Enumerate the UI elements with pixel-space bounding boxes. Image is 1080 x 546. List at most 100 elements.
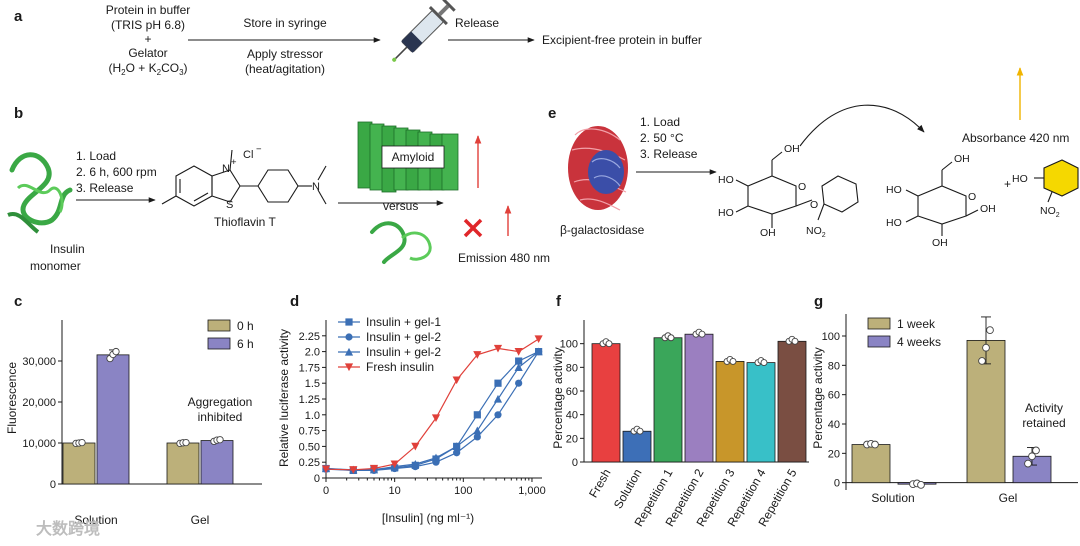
insulin-label-2: monomer	[30, 259, 81, 273]
panel-c-legend-0h-swatch	[207, 319, 231, 332]
panel-f-ylabel: Percentage activity	[551, 347, 565, 448]
panel-e-curved-arrow	[799, 104, 925, 147]
onpg-structure	[735, 151, 859, 228]
panel-d-xlabel: [Insulin] (ng ml⁻¹)	[382, 511, 474, 525]
panel-c-ytick-label: 20,000	[22, 397, 56, 409]
thioflavin-cl: Cl	[243, 149, 253, 161]
panel-g-point	[917, 481, 925, 489]
gal-oh-bottom: OH	[932, 237, 948, 249]
onpg-oh-top: OH	[784, 143, 800, 155]
panel-c-xtick-gel: Gel	[191, 513, 210, 527]
panel-f-ytick-label: 0	[572, 457, 578, 469]
panel-c-label: c	[14, 293, 22, 310]
gal-ho-1: HO	[886, 184, 902, 196]
panel-g-plot: 0 20 40 60 80 100	[822, 314, 1078, 490]
nitrophenol-ring	[1043, 159, 1079, 197]
panel-f-point	[605, 340, 613, 348]
onpg-ho-1: HO	[718, 174, 734, 186]
panel-d-point	[473, 426, 482, 435]
panel-e-step-2: 2. 50 °C	[640, 131, 684, 145]
panel-g-ytick-label: 20	[828, 448, 840, 460]
panel-c-legend-0h: 0 h	[237, 319, 254, 333]
panel-a-store: Store in syringe	[243, 16, 327, 30]
panel-d-point	[452, 376, 461, 385]
panel-d-plot: 0 0.25 0.50 0.75 1.0 1.25 1.5 1.75 2.0 2.25 0 10 100…	[299, 320, 546, 497]
panel-d-point	[534, 347, 543, 356]
gal-oh-right: OH	[980, 203, 996, 215]
panel-d-point	[473, 433, 481, 441]
panel-g-point	[986, 326, 994, 334]
panel-c-point	[216, 436, 224, 444]
onpg-no2: NO2	[806, 225, 826, 239]
panel-d-ytick-label: 2.0	[305, 347, 320, 359]
panel-c-legend-6h: 6 h	[237, 337, 254, 351]
panel-a-stress-2: (heat/agitation)	[245, 62, 325, 76]
panel-f-xtick-label: Solution	[611, 467, 645, 512]
panel-d-point	[321, 465, 331, 474]
panel-g-ytick-label: 80	[828, 360, 840, 372]
panel-c-point	[182, 438, 190, 447]
panel-d-xtick-label: 100	[454, 485, 472, 497]
panel-e: e β-galactosidase 1. Load 2. 50 °C 3. Re…	[548, 67, 1079, 249]
enzyme-label: β-galactosidase	[560, 223, 645, 237]
gal-ring-o: O	[968, 191, 976, 203]
panel-d: d Relative luciferase activity 0 0.25 0.50…	[277, 293, 546, 525]
panel-g-xtick-solution: Solution	[871, 491, 914, 505]
thioflavin-n-plus: N	[222, 163, 230, 175]
panel-d-point	[515, 357, 523, 365]
panel-g-point	[982, 343, 990, 352]
panel-f-ytick-label: 40	[566, 410, 578, 422]
panel-d-point	[514, 348, 523, 356]
emission-label: Emission 480 nm	[458, 251, 550, 265]
panel-g-point	[1032, 446, 1040, 455]
nitrophenol-no2: NO2	[1040, 205, 1060, 219]
panel-g-point	[978, 357, 986, 365]
panel-g-legend-4w-swatch	[867, 335, 891, 348]
panel-d-xtick-label: 0	[323, 485, 329, 497]
panel-d-point	[411, 442, 420, 451]
panel-c-bar	[200, 440, 234, 485]
panel-a-label: a	[14, 8, 23, 25]
onpg-ho-2: HO	[718, 207, 734, 219]
galactose-structure	[905, 161, 979, 236]
panel-d-point	[453, 449, 461, 457]
panel-d-point	[431, 453, 441, 462]
panel-g-bar	[851, 444, 891, 484]
panel-g-legend-4w: 4 weeks	[897, 335, 941, 349]
panel-d-point	[431, 414, 441, 423]
panel-a-release: Release	[455, 16, 499, 30]
panel-e-label: e	[548, 105, 556, 122]
panel-g-xtick-gel: Gel	[999, 491, 1018, 505]
panel-c-bar	[62, 442, 96, 485]
panel-d-xtick-label: 10	[389, 485, 401, 497]
panel-g-point	[1028, 452, 1036, 461]
panel-c-annotation-2: inhibited	[198, 410, 243, 424]
panel-d-ytick-label: 0.75	[299, 426, 320, 438]
plus-sign: +	[1004, 177, 1011, 191]
panel-b: b Insulin monomer 1. Load 2. 6 h, 600 rp…	[7, 105, 550, 273]
panel-e-step-1: 1. Load	[640, 115, 680, 129]
panel-c-bar	[166, 442, 200, 485]
panel-f-bar	[591, 343, 621, 463]
panel-d-point	[390, 460, 399, 469]
panel-d-point	[452, 442, 461, 450]
panel-d-point	[473, 351, 482, 359]
panel-d-legend-marker	[344, 347, 354, 356]
panel-b-label: b	[14, 105, 23, 122]
panel-e-step-3: 3. Release	[640, 147, 698, 161]
panel-a-stress-1: Apply stressor	[247, 47, 323, 61]
gal-oh-top: OH	[954, 153, 970, 165]
panel-c-ytick-label: 0	[50, 479, 56, 491]
panel-d-point	[369, 464, 379, 473]
panel-c-annotation-1: Aggregation	[188, 395, 253, 409]
insulin-label-1: Insulin	[50, 242, 85, 256]
panel-f-ytick-label: 20	[566, 433, 578, 445]
panel-d-legend-label: Insulin + gel-2	[366, 345, 441, 359]
thioflavin-plus-sign: +	[231, 157, 237, 168]
panel-d-ytick-label: 0	[314, 473, 320, 485]
panel-d-legend-label: Insulin + gel-2	[366, 330, 441, 344]
panel-a-result: Excipient-free protein in buffer	[542, 33, 702, 47]
panel-d-point	[473, 411, 481, 419]
panel-d-point	[515, 379, 523, 387]
